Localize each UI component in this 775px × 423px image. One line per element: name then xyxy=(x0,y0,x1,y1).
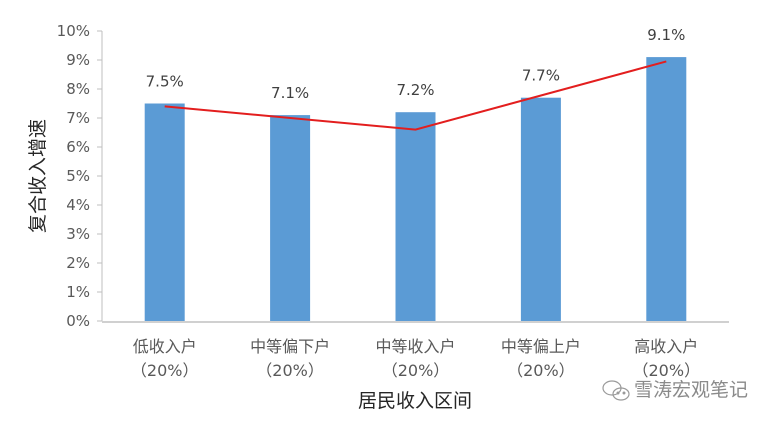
wechat-icon xyxy=(602,380,630,401)
category-label: 中等偏下户 xyxy=(250,337,330,356)
y-tick-label: 0% xyxy=(66,312,90,330)
category-label: 高收入户 xyxy=(634,337,698,356)
category-label: 低收入户 xyxy=(133,337,197,356)
data-label: 7.2% xyxy=(396,81,434,99)
y-tick-label: 1% xyxy=(66,283,90,301)
y-tick-label: 4% xyxy=(66,196,90,214)
category-sublabel: （20%） xyxy=(256,361,324,380)
data-label: 7.7% xyxy=(522,67,560,85)
y-tick-label: 2% xyxy=(66,254,90,272)
category-label: 中等收入户 xyxy=(375,337,455,356)
category-label: 中等偏上户 xyxy=(501,337,581,356)
y-tick-label: 10% xyxy=(57,22,90,40)
watermark-text: 雪涛宏观笔记 xyxy=(634,379,748,401)
x-axis-title: 居民收入区间 xyxy=(358,390,472,412)
y-tick-label: 9% xyxy=(66,51,90,69)
watermark: 雪涛宏观笔记 xyxy=(602,379,748,401)
bar xyxy=(270,115,311,321)
category-sublabel: （20%） xyxy=(633,361,701,380)
y-tick-label: 6% xyxy=(66,138,90,156)
bar xyxy=(144,103,185,321)
bar xyxy=(646,57,687,321)
y-tick-label: 5% xyxy=(66,167,90,185)
y-tick-label: 7% xyxy=(66,109,90,127)
bar xyxy=(520,97,561,321)
bar xyxy=(395,112,436,321)
data-label: 7.1% xyxy=(271,84,309,102)
y-tick-label: 8% xyxy=(66,80,90,98)
category-sublabel: （20%） xyxy=(131,361,199,380)
category-sublabel: （20%） xyxy=(382,361,450,380)
bars: 7.5% 7.1% 7.2% 7.7% 9.1% xyxy=(144,26,687,321)
x-axis: 低收入户 （20%） 中等偏下户 （20%） 中等收入户 （20%） 中等偏上户 （20%） 高… xyxy=(102,321,729,380)
category-sublabel: （20%） xyxy=(507,361,575,380)
y-tick-label: 3% xyxy=(66,225,90,243)
data-label: 9.1% xyxy=(647,26,685,44)
y-axis-title: 复合收入增速 xyxy=(27,119,49,233)
y-axis: 0% 1% 2% 3% 4% 5% 6% 7% 8% 9% 10% xyxy=(57,22,103,330)
data-label: 7.5% xyxy=(146,73,184,91)
trend-line xyxy=(164,60,667,131)
